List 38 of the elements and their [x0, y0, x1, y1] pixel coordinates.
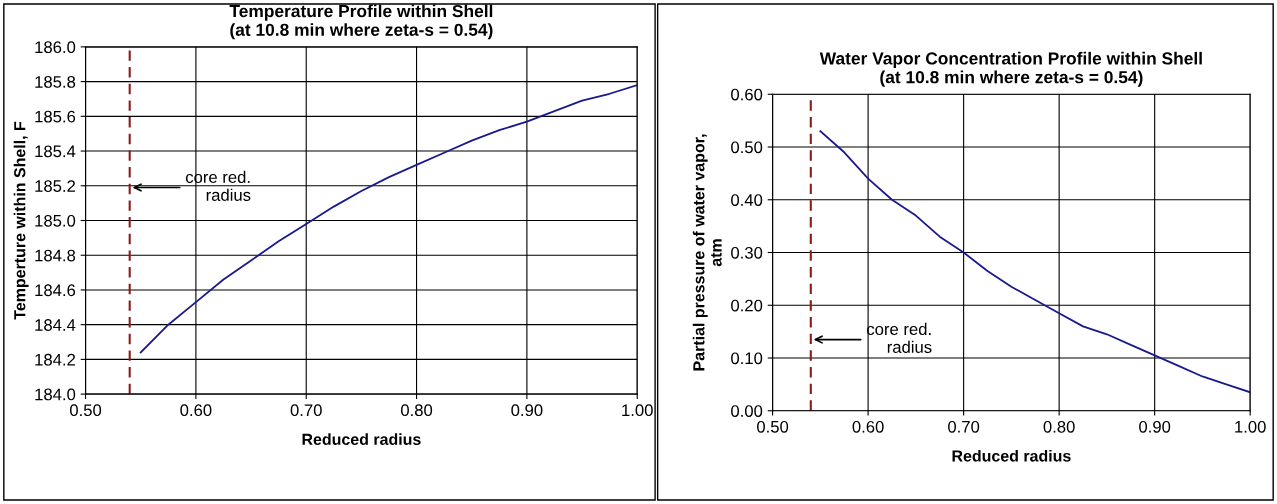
y-tick-label: 185.0	[35, 214, 76, 227]
x-tick-label: 0.70	[290, 404, 322, 417]
y-tick-label: 0.00	[731, 405, 763, 417]
x-tick-label: 0.50	[757, 420, 789, 433]
y-tick-label: 184.2	[35, 353, 75, 366]
y-tick-label: 184.8	[35, 249, 76, 262]
x-tick-label: 0.50	[69, 404, 102, 417]
y-tick-label: 0.60	[731, 88, 763, 101]
y-tick-label: 184.6	[35, 284, 76, 297]
y-tick-label: 185.6	[35, 110, 76, 123]
y-tick-label: 184.4	[35, 319, 76, 331]
chart-title: Temperature Profile within Shell (at 10.8 min where zeta-s = 0.54)	[229, 4, 493, 40]
y-tick-label: 185.8	[35, 76, 76, 88]
line-series	[139, 84, 638, 354]
x-tick-label: 0.70	[948, 420, 980, 433]
y-axis-title: Temperture within Shell, F	[13, 121, 29, 320]
y-tick-label: 184.0	[35, 388, 76, 401]
x-tick-label: 0.80	[400, 404, 433, 417]
y-tick-label: 0.20	[731, 299, 763, 312]
y-tick-label: 0.10	[731, 352, 763, 365]
x-axis-title: Reduced radius	[302, 433, 421, 446]
x-tick-label: 0.90	[511, 404, 543, 417]
x-tick-label: 1.00	[622, 404, 653, 417]
x-tick-label: 1.00	[1235, 420, 1266, 433]
x-tick-label: 0.80	[1043, 420, 1075, 433]
y-tick-label: 185.2	[35, 180, 75, 192]
line-series	[819, 130, 1251, 394]
chart-title: Water Vapor Concentration Profile within Shell (at 10.8 min where zeta-s = 0.54)	[819, 51, 1202, 87]
y-tick-label: 0.30	[731, 246, 763, 259]
x-tick-label: 0.90	[1139, 420, 1171, 433]
y-axis-title: Partial pressure of water vapor, atm	[692, 134, 722, 371]
x-tick-label: 0.60	[852, 420, 884, 433]
y-tick-label: 185.4	[35, 145, 76, 158]
y-tick-label: 0.40	[731, 194, 763, 206]
x-axis-title: Reduced radius	[952, 449, 1071, 462]
x-tick-label: 0.60	[180, 404, 212, 417]
y-tick-label: 186.0	[35, 41, 76, 54]
y-tick-label: 0.50	[731, 141, 763, 154]
